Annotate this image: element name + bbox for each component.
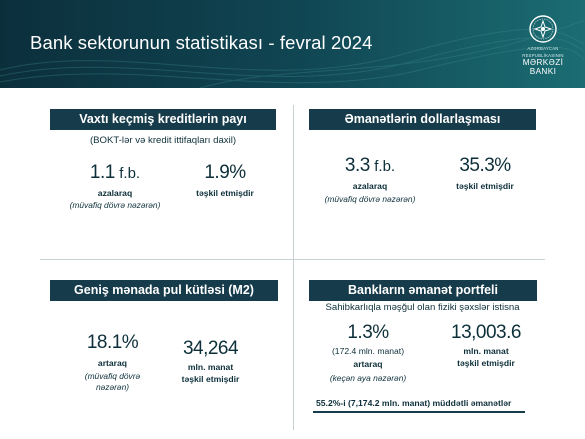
m2-left-note-2: nəzərən) — [95, 382, 130, 392]
central-bank-logo: AZƏRBAYCAN RESPUBLİKASININ MƏRKƏZİ BANKI — [515, 14, 571, 84]
footnote-underline — [313, 411, 525, 413]
m2-left-note-1: (müvafiq dövrə — [84, 371, 141, 381]
horizontal-divider — [40, 259, 545, 260]
deposits-footnote: 55.2%-i (7,174.2 mln. manat) müddətli əm… — [316, 398, 512, 408]
m2-right-label-1: mln. manat — [187, 362, 234, 372]
panel-title-deposits: Bankların əmanət portfeli — [309, 280, 537, 301]
logo-line-4: BANKI — [529, 67, 557, 76]
overdue-subtitle: (BOKT-lər və kredit ittifaqları daxil) — [89, 135, 237, 146]
header-banner: Bank sektorunun statistikası - fevral 20… — [0, 0, 585, 88]
deposits-right-label-2: təşkil etmişdir — [457, 358, 515, 368]
m2-left-value: 18.1% — [86, 332, 139, 353]
deposits-left-note: (keçən aya nəzərən) — [329, 373, 407, 383]
deposits-subtitle: Sahibkarlıqla məşğul olan fiziki şəxslər… — [325, 302, 520, 313]
wave-decoration — [0, 19, 585, 88]
dollarization-left-label: azalaraq — [352, 181, 388, 191]
emblem-icon — [529, 15, 557, 43]
dollarization-left-value: 3.3 f.b. — [344, 155, 396, 176]
deposits-right-value: 13,003.6 — [451, 322, 521, 343]
m2-right-label-2: təşkil etmişdir — [181, 374, 240, 384]
dollarization-right-value: 35.3% — [459, 155, 511, 176]
logo-line-2: RESPUBLİKASININ — [522, 53, 564, 58]
logo-line-1: AZƏRBAYCAN — [527, 46, 559, 51]
vertical-divider — [293, 105, 294, 430]
dollarization-left-note: (müvafiq dövrə nəzərən) — [324, 194, 416, 204]
deposits-left-sub: (172.4 mln. manat) — [331, 346, 405, 356]
panel-title-dollarization: Əmanətlərin dollarlaşması — [309, 109, 536, 130]
deposits-right-label-1: mln. manat — [463, 346, 509, 356]
m2-right-value: 34,264 — [182, 338, 239, 359]
panel-title-m2: Geniş mənada pul kütləsi (M2) — [50, 280, 278, 301]
panel-title-overdue-loans: Vaxtı keçmiş kreditlərin payı — [50, 109, 276, 130]
logo-line-3: MƏRKƏZİ — [522, 58, 564, 67]
dollarization-right-label: təşkil etmişdir — [456, 181, 514, 191]
page-title: Bank sektorunun statistikası - fevral 20… — [30, 32, 373, 53]
deposits-left-value: 1.3% — [347, 322, 389, 343]
overdue-left-label: azalaraq — [97, 188, 133, 198]
overdue-left-value: 1.1 f.b. — [89, 162, 141, 183]
overdue-left-note: (müvafiq dövrə nəzərən) — [69, 200, 161, 210]
m2-left-label: artaraq — [97, 358, 128, 368]
deposits-left-label: artaraq — [353, 359, 383, 369]
overdue-right-value: 1.9% — [204, 162, 246, 183]
overdue-right-label: təşkil etmişdir — [196, 188, 254, 198]
